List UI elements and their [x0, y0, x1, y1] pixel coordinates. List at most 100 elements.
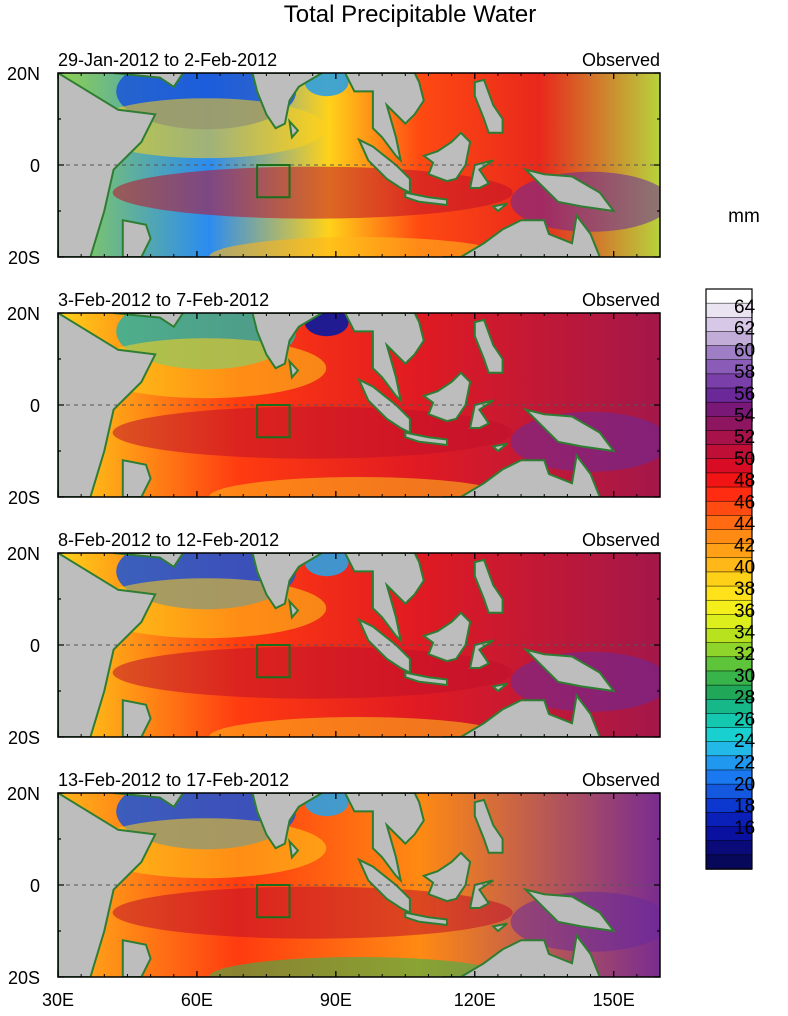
colorbar-label: 48 [734, 471, 755, 492]
lat-label: 20N [7, 304, 40, 324]
analysis-box [256, 164, 291, 199]
lon-label: 150E [593, 990, 635, 1010]
lon-label: 30E [42, 990, 74, 1010]
landmass-indochina [343, 553, 425, 644]
colorbar-label: 30 [734, 666, 755, 687]
landmass-borneo [421, 851, 472, 903]
colorbar-label: 28 [734, 688, 755, 709]
colorbar-label: 58 [734, 362, 755, 383]
colorbar-label: 46 [734, 492, 755, 513]
landmass-newguinea [522, 887, 616, 933]
colorbar-label: 50 [734, 449, 755, 470]
landmass-india [238, 313, 324, 370]
landmass-australia [442, 213, 601, 257]
lat-label: 20S [8, 488, 40, 508]
colorbar-label: 24 [734, 731, 756, 752]
landmass-madagascar [121, 218, 152, 257]
southern-edge [209, 237, 509, 257]
analysis-box [256, 644, 291, 679]
landmass-indochina [343, 793, 425, 884]
map-panel: 20N 0 20S 8-Feb-2012 to 12-Feb-2012 Observed [7, 530, 661, 748]
colorbar-label: 38 [734, 579, 755, 600]
colorbar-label: 32 [734, 644, 755, 665]
lat-label: 20S [8, 968, 40, 988]
landmass-newguinea [522, 167, 616, 213]
landmass-india [238, 553, 324, 610]
moist-band [112, 646, 513, 699]
lat-label: 0 [30, 396, 40, 416]
panel-tag: Observed [582, 770, 660, 790]
colorbar-label: 64 [734, 297, 756, 318]
moist-band [112, 166, 513, 219]
landmass-borneo [421, 371, 472, 423]
panel-tag: Observed [582, 530, 660, 550]
landmass-java [404, 911, 448, 927]
panel-tag: Observed [582, 290, 660, 310]
lat-label: 20N [7, 544, 40, 564]
landmass-madagascar [121, 458, 152, 497]
moist-band [112, 406, 513, 459]
landmass-timor [491, 682, 508, 693]
lon-label: 90E [320, 990, 352, 1010]
landmass-java [404, 671, 448, 687]
landmass-timor [491, 442, 508, 453]
analysis-box [256, 404, 291, 439]
panel-period: 8-Feb-2012 to 12-Feb-2012 [58, 530, 279, 550]
dry-region [304, 793, 349, 817]
colorbar-label: 36 [734, 601, 755, 622]
lon-label: 60E [181, 990, 213, 1010]
landmass-arabia [113, 553, 185, 569]
lon-label: 120E [454, 990, 496, 1010]
landmass-philippines [473, 78, 504, 134]
landmass-australia [442, 933, 601, 977]
analysis-box [256, 884, 291, 919]
landmass-srilanka [288, 358, 300, 380]
dry-region [304, 73, 349, 97]
landmass-australia [442, 693, 601, 737]
colorbar-label: 20 [734, 774, 755, 795]
moist-band [112, 886, 513, 939]
southern-edge [209, 477, 509, 497]
colorbar-frame [705, 288, 753, 870]
landmass-india [238, 73, 324, 130]
colorbar-label: 42 [734, 536, 755, 557]
colorbar-label: 40 [734, 557, 755, 578]
colorbar-label: 60 [734, 340, 755, 361]
landmass-srilanka [288, 838, 300, 860]
lat-label: 20N [7, 64, 40, 84]
map-panel: 20N 0 20S 29-Jan-2012 to 2-Feb-2012 Observed [7, 50, 661, 268]
colorbar-label: 16 [734, 818, 755, 839]
landmass-java [404, 431, 448, 447]
landmass-indochina [343, 73, 425, 164]
landmass-borneo [421, 131, 472, 183]
colorbar-swatch [705, 840, 753, 856]
landmass-philippines [473, 558, 504, 614]
colorbar-label: 44 [734, 514, 756, 535]
panel-period: 3-Feb-2012 to 7-Feb-2012 [58, 290, 269, 310]
colorbar-label: 18 [734, 796, 755, 817]
lat-label: 20N [7, 784, 40, 804]
map-panel: 20N 0 20S 13-Feb-2012 to 17-Feb-2012 Observe… [7, 770, 661, 988]
colorbar-label: 26 [734, 709, 755, 730]
panel-period: 29-Jan-2012 to 2-Feb-2012 [58, 50, 277, 70]
map-panels: 20N 0 20S 29-Jan-2012 to 2-Feb-2012 Observed… [7, 50, 661, 1010]
colorbar-label: 52 [734, 427, 755, 448]
landmass-srilanka [288, 118, 300, 140]
lat-label: 20S [8, 248, 40, 268]
colorbar: 6462605856545250484644424038363432302826… [705, 288, 756, 870]
lat-label: 0 [30, 876, 40, 896]
map-panel: 20N 0 20S 3-Feb-2012 to 7-Feb-2012 Observed [7, 290, 661, 508]
colorbar-label: 56 [734, 384, 755, 405]
landmass-india [238, 793, 324, 850]
landmass-philippines [473, 318, 504, 374]
landmass-arabia [113, 793, 185, 809]
landmass-indochina [343, 313, 425, 404]
dry-region [304, 553, 349, 577]
landmass-srilanka [288, 598, 300, 620]
southern-edge [209, 717, 509, 737]
panel-tag: Observed [582, 50, 660, 70]
landmass-madagascar [121, 938, 152, 977]
colorbar-label: 34 [734, 623, 756, 644]
landmass-timor [491, 202, 508, 213]
